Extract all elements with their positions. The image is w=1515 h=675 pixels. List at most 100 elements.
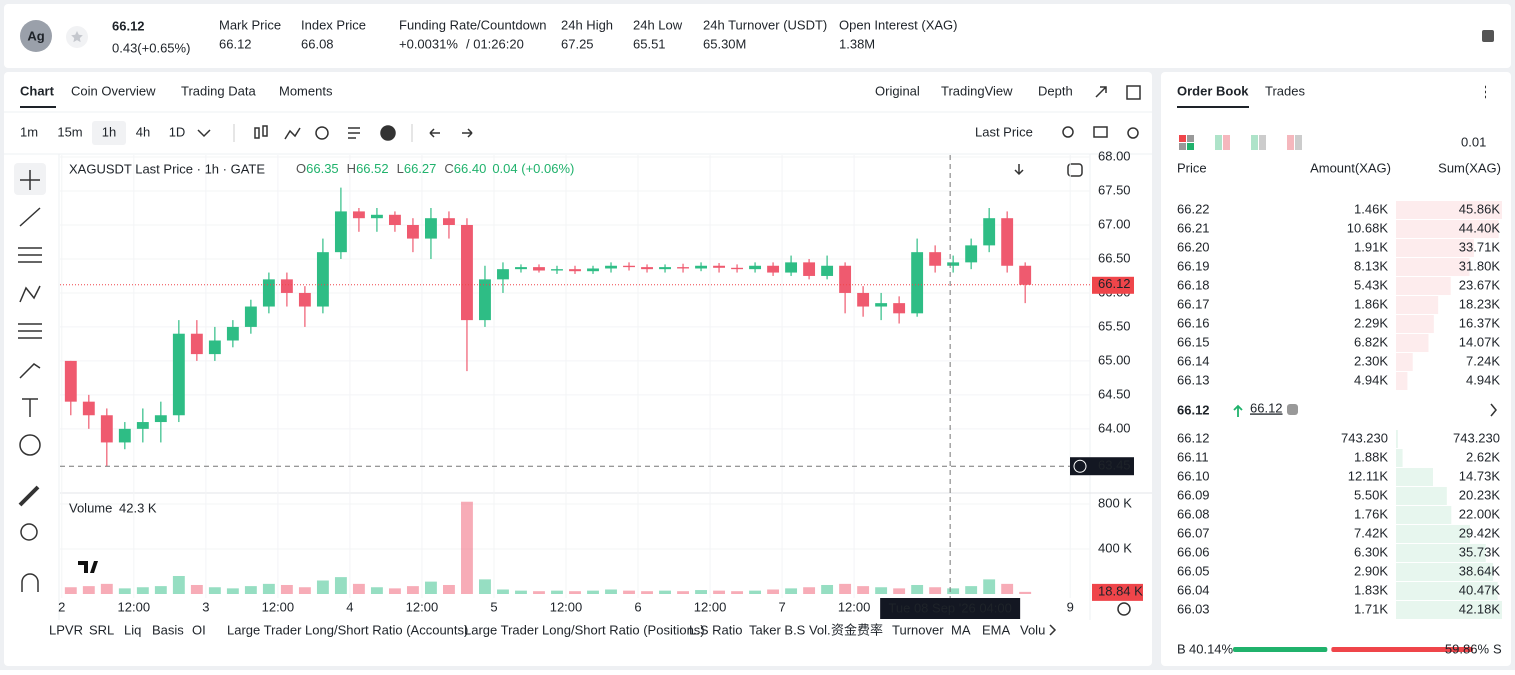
mid-arrow[interactable] bbox=[1490, 403, 1497, 417]
pattern-tool[interactable] bbox=[19, 285, 41, 303]
x-tick-label: 4 bbox=[346, 599, 353, 614]
menu-icon[interactable] bbox=[1482, 30, 1494, 42]
stat-value: 67.25 bbox=[561, 36, 594, 51]
expand-icon[interactable] bbox=[1095, 86, 1107, 98]
icon[interactable] bbox=[1215, 135, 1222, 150]
more-icon[interactable] bbox=[1485, 85, 1486, 99]
view-tab[interactable]: Original bbox=[875, 83, 920, 98]
chart-tab[interactable]: Moments bbox=[279, 83, 333, 98]
volume-bar bbox=[677, 591, 689, 594]
scroll-right[interactable] bbox=[1049, 624, 1057, 636]
chart-legend-title: XAGUSDT Last Price · 1h · GATE bbox=[69, 161, 265, 176]
indicator[interactable]: Volu bbox=[1020, 622, 1045, 637]
undo-icon[interactable] bbox=[429, 128, 440, 138]
indicator[interactable]: Turnover bbox=[892, 622, 944, 637]
interval[interactable]: 4h bbox=[136, 124, 150, 139]
candle-body bbox=[839, 265, 852, 293]
line-tool[interactable] bbox=[19, 207, 41, 227]
template-icon[interactable] bbox=[348, 127, 360, 139]
book-price: 66.14 bbox=[1177, 353, 1210, 368]
redo-icon[interactable] bbox=[462, 128, 473, 138]
candle-body bbox=[136, 422, 149, 429]
channel-tool[interactable] bbox=[18, 247, 42, 263]
icon[interactable] bbox=[1251, 135, 1258, 150]
volume-bar bbox=[659, 590, 671, 594]
indicator[interactable]: LPVR bbox=[49, 622, 83, 637]
text-tool[interactable] bbox=[22, 398, 38, 417]
book-sum: 18.23K bbox=[1459, 296, 1501, 311]
layout-icon[interactable] bbox=[1126, 85, 1141, 100]
book-step[interactable]: 0.01 bbox=[1461, 134, 1486, 149]
view-tab[interactable]: Depth bbox=[1038, 83, 1073, 98]
zoom-tool[interactable] bbox=[20, 523, 38, 541]
pane-maximize[interactable] bbox=[1067, 163, 1083, 177]
candle-body bbox=[461, 224, 473, 321]
y-tick-label: 65.00 bbox=[1098, 352, 1131, 367]
interval[interactable]: 1D bbox=[169, 124, 186, 139]
indicator[interactable]: Taker B.S Vol. bbox=[749, 622, 831, 637]
pane-down[interactable] bbox=[1014, 164, 1024, 176]
indicator[interactable]: Basis bbox=[152, 622, 184, 637]
settings-icon[interactable] bbox=[1117, 602, 1131, 616]
view-tab[interactable]: TradingView bbox=[941, 83, 1013, 98]
volume-bar bbox=[100, 583, 113, 594]
volume-bar bbox=[857, 586, 870, 594]
ruler-tool[interactable] bbox=[18, 485, 40, 507]
interval[interactable]: 1m bbox=[20, 124, 38, 139]
legend-value: 66.52 bbox=[356, 161, 389, 176]
x-tick-label: 12:00 bbox=[694, 599, 727, 614]
interval[interactable]: 1h bbox=[102, 124, 116, 139]
depth-bar bbox=[1396, 525, 1470, 543]
candle-body bbox=[190, 333, 203, 355]
indicator[interactable]: L.S Ratio bbox=[689, 622, 742, 637]
candle-icon[interactable] bbox=[254, 127, 260, 139]
add-icon[interactable] bbox=[380, 125, 396, 141]
chart-tab[interactable]: Trading Data bbox=[181, 83, 256, 98]
emoji-tool[interactable] bbox=[19, 434, 41, 456]
volume-bar bbox=[334, 577, 347, 594]
chart-tab[interactable]: Chart bbox=[20, 83, 55, 98]
icon[interactable] bbox=[1179, 135, 1186, 142]
crosshair-tool[interactable] bbox=[20, 170, 40, 190]
indicator[interactable]: EMA bbox=[982, 622, 1011, 637]
book-amount: 1.46K bbox=[1354, 201, 1388, 216]
candle-body bbox=[983, 218, 996, 246]
volume-bar bbox=[226, 588, 239, 594]
stat-label: 24h High bbox=[561, 17, 613, 32]
brush-tool[interactable] bbox=[19, 363, 41, 379]
book-tab[interactable]: Order Book bbox=[1177, 83, 1249, 98]
stat-value: 66.12 bbox=[219, 36, 252, 51]
volume-bar bbox=[911, 584, 924, 594]
star-icon bbox=[71, 31, 83, 43]
indicator[interactable]: MA bbox=[951, 622, 971, 637]
book-tab[interactable]: Trades bbox=[1265, 83, 1305, 98]
indicator[interactable]: Liq bbox=[124, 622, 141, 637]
indicator[interactable]: Large Trader Long/Short Ratio (Accounts) bbox=[227, 622, 468, 637]
indicator[interactable]: SRL bbox=[89, 622, 114, 637]
indicator[interactable]: OI bbox=[192, 622, 206, 637]
camera-icon[interactable] bbox=[1093, 126, 1108, 138]
chart-tab[interactable]: Coin Overview bbox=[71, 83, 156, 98]
candle-body bbox=[857, 292, 870, 307]
interval[interactable]: 15m bbox=[57, 124, 82, 139]
indicator-icon[interactable] bbox=[284, 127, 301, 140]
x-tick-label: 2 bbox=[58, 599, 65, 614]
volume-bar bbox=[983, 579, 996, 594]
x-tick-label: 9 bbox=[1067, 599, 1074, 614]
indicator[interactable]: Large Trader Long/Short Ratio (Positions… bbox=[464, 622, 705, 637]
depth-bar bbox=[1396, 353, 1413, 371]
settings-icon[interactable] bbox=[1127, 127, 1139, 139]
candle-body bbox=[118, 428, 131, 443]
search-icon[interactable] bbox=[1062, 126, 1074, 138]
book-sum: 4.94K bbox=[1466, 372, 1500, 387]
replay-icon[interactable] bbox=[315, 126, 329, 140]
volume-bar bbox=[713, 590, 725, 594]
book-amount: 1.91K bbox=[1354, 239, 1388, 254]
dropdown[interactable] bbox=[197, 129, 211, 138]
book-column: Sum(XAG) bbox=[1438, 160, 1501, 175]
icon[interactable] bbox=[1287, 135, 1294, 150]
fib-tool[interactable] bbox=[18, 323, 42, 339]
magnet-tool[interactable] bbox=[21, 573, 39, 592]
price-source[interactable]: Last Price bbox=[975, 124, 1033, 139]
indicator[interactable]: 资金费率 bbox=[831, 622, 883, 637]
